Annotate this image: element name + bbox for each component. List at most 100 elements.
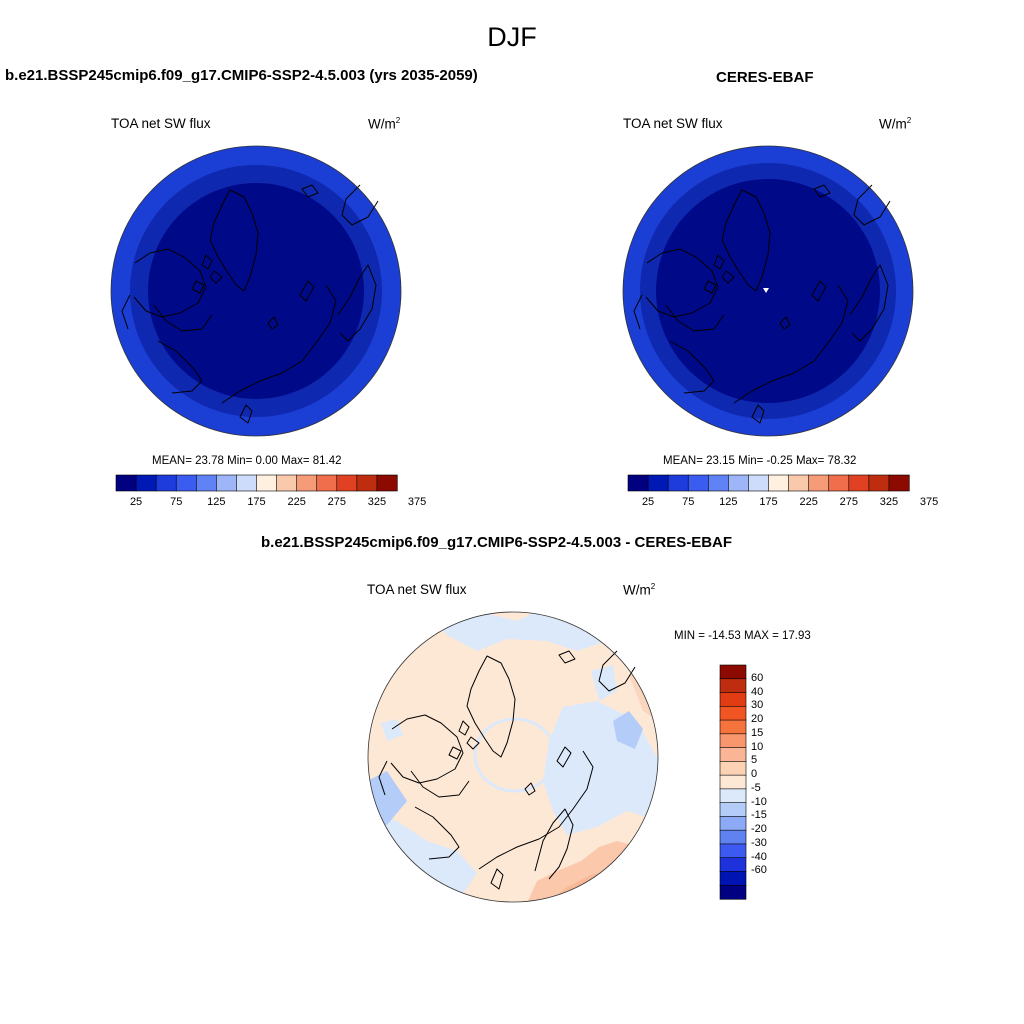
colorbar-swatch — [719, 719, 747, 735]
map-border — [110, 145, 402, 437]
coast-archipelago2 — [721, 270, 735, 284]
colorbar-tick-label: 375 — [919, 496, 939, 508]
colorbar-tick-label: 375 — [407, 496, 427, 508]
colorbar-swatch — [316, 474, 338, 492]
colorbar-swatch — [719, 774, 747, 790]
colorbar-swatch — [719, 705, 747, 721]
colorbar-tick-label: 275 — [327, 496, 346, 508]
colorbar-swatch — [216, 474, 238, 492]
coast-canada — [645, 248, 719, 318]
negative-region-small2 — [591, 665, 617, 701]
coast-canada — [133, 248, 207, 318]
coast-hudson — [153, 304, 213, 332]
coast-iceland — [813, 184, 831, 198]
coast-uk — [490, 868, 504, 890]
coast-europe-north — [853, 184, 891, 226]
colorbar-tick-label: 30 — [751, 699, 764, 712]
panel3-colorbar — [719, 664, 747, 900]
colorbar-swatch — [719, 843, 747, 859]
negative-region-small1 — [381, 719, 403, 741]
panel3-minmax: MIN = -14.53 MAX = 17.93 — [674, 630, 811, 642]
colorbar-swatch — [647, 474, 669, 492]
colorbar-swatch — [768, 474, 790, 492]
panel2-units-label: W/m2 — [879, 116, 912, 132]
colorbar-swatch — [719, 664, 747, 680]
colorbar-swatch — [687, 474, 709, 492]
colorbar-swatch — [719, 733, 747, 749]
colorbar-tick-label: 275 — [839, 496, 858, 508]
coast-scandinavia — [534, 808, 574, 880]
panel1-variable-label: TOA net SW flux — [111, 116, 211, 131]
colorbar-swatch — [719, 829, 747, 845]
colorbar-swatch — [336, 474, 358, 492]
colorbar-swatch — [888, 474, 910, 492]
coast-siberia — [733, 284, 849, 404]
panel1-colorbar — [115, 474, 398, 492]
coast-hudson — [665, 304, 725, 332]
colorbar-swatch — [719, 816, 747, 831]
colorbar-swatch — [719, 802, 747, 818]
coast-greenland — [466, 655, 516, 758]
colorbar-swatch — [788, 474, 810, 492]
coast-archipelago1 — [458, 720, 470, 736]
coast-archipelago2 — [209, 270, 223, 284]
colorbar-tick-label: 125 — [719, 496, 738, 508]
colorbar-swatch — [115, 474, 137, 492]
coast-hudson — [410, 770, 470, 798]
colorbar-tick-label: 25 — [129, 496, 143, 508]
colorbar-tick-label: 0 — [751, 768, 758, 781]
panel1-stats: MEAN= 23.78 Min= 0.00 Max= 81.42 — [152, 455, 342, 467]
colorbar-swatch — [719, 884, 747, 900]
colorbar-tick-label: -15 — [751, 809, 767, 822]
colorbar-tick-label: 75 — [682, 496, 695, 508]
pole-ring-anomaly — [473, 717, 557, 793]
colorbar-swatch — [296, 474, 318, 492]
coast-siberia — [478, 750, 594, 870]
colorbar-swatch — [868, 474, 890, 492]
colorbar-swatch — [135, 474, 157, 492]
colorbar-swatch — [667, 474, 689, 492]
colorbar-swatch — [719, 761, 747, 776]
colorbar-tick-label: 40 — [751, 685, 764, 698]
coast-novaya — [811, 280, 827, 302]
panel2-stats: MEAN= 23.15 Min= -0.25 Max= 78.32 — [663, 455, 857, 467]
colorbar-tick-label: 10 — [751, 740, 764, 753]
colorbar-tick-label: 60 — [751, 671, 764, 684]
coast-kamchatka — [378, 760, 388, 796]
colorbar-tick-label: -20 — [751, 823, 767, 836]
colorbar-tick-label: 225 — [287, 496, 306, 508]
colorbar-tick-label: 125 — [207, 496, 226, 508]
coast-greenland — [209, 189, 259, 292]
pole-missing-data — [763, 288, 769, 293]
panel2-polar-map — [622, 145, 914, 437]
panel3-polar-map — [367, 611, 659, 903]
coast-alaska — [669, 340, 715, 394]
map-ring-inner — [656, 179, 880, 403]
coast-kamchatka — [633, 294, 643, 330]
negative-region-small3 — [613, 711, 643, 749]
colorbar-swatch — [728, 474, 750, 492]
colorbar-swatch — [376, 474, 398, 492]
colorbar-swatch — [236, 474, 258, 492]
colorbar-tick-label: -30 — [751, 836, 767, 849]
coast-svalbard — [267, 316, 279, 330]
coast-alaska — [414, 806, 460, 860]
colorbar-swatch — [848, 474, 870, 492]
colorbar-swatch — [719, 747, 747, 762]
coast-greenland — [721, 189, 771, 292]
coast-europe-north — [341, 184, 379, 226]
coast-europe-north — [598, 650, 636, 692]
coast-archipelago3 — [703, 280, 717, 294]
coast-archipelago3 — [191, 280, 205, 294]
colorbar-swatch — [175, 474, 197, 492]
map-ring-inner — [148, 183, 364, 399]
colorbar-tick-label: 5 — [751, 754, 758, 767]
panel3-units-label: W/m2 — [623, 582, 656, 598]
panel3-variable-label: TOA net SW flux — [367, 582, 467, 597]
map-border — [622, 145, 914, 437]
colorbar-swatch — [719, 678, 747, 694]
coast-novaya — [299, 280, 315, 302]
coast-svalbard — [524, 782, 536, 796]
coast-iceland — [558, 650, 576, 664]
figure-title: DJF — [487, 22, 537, 52]
